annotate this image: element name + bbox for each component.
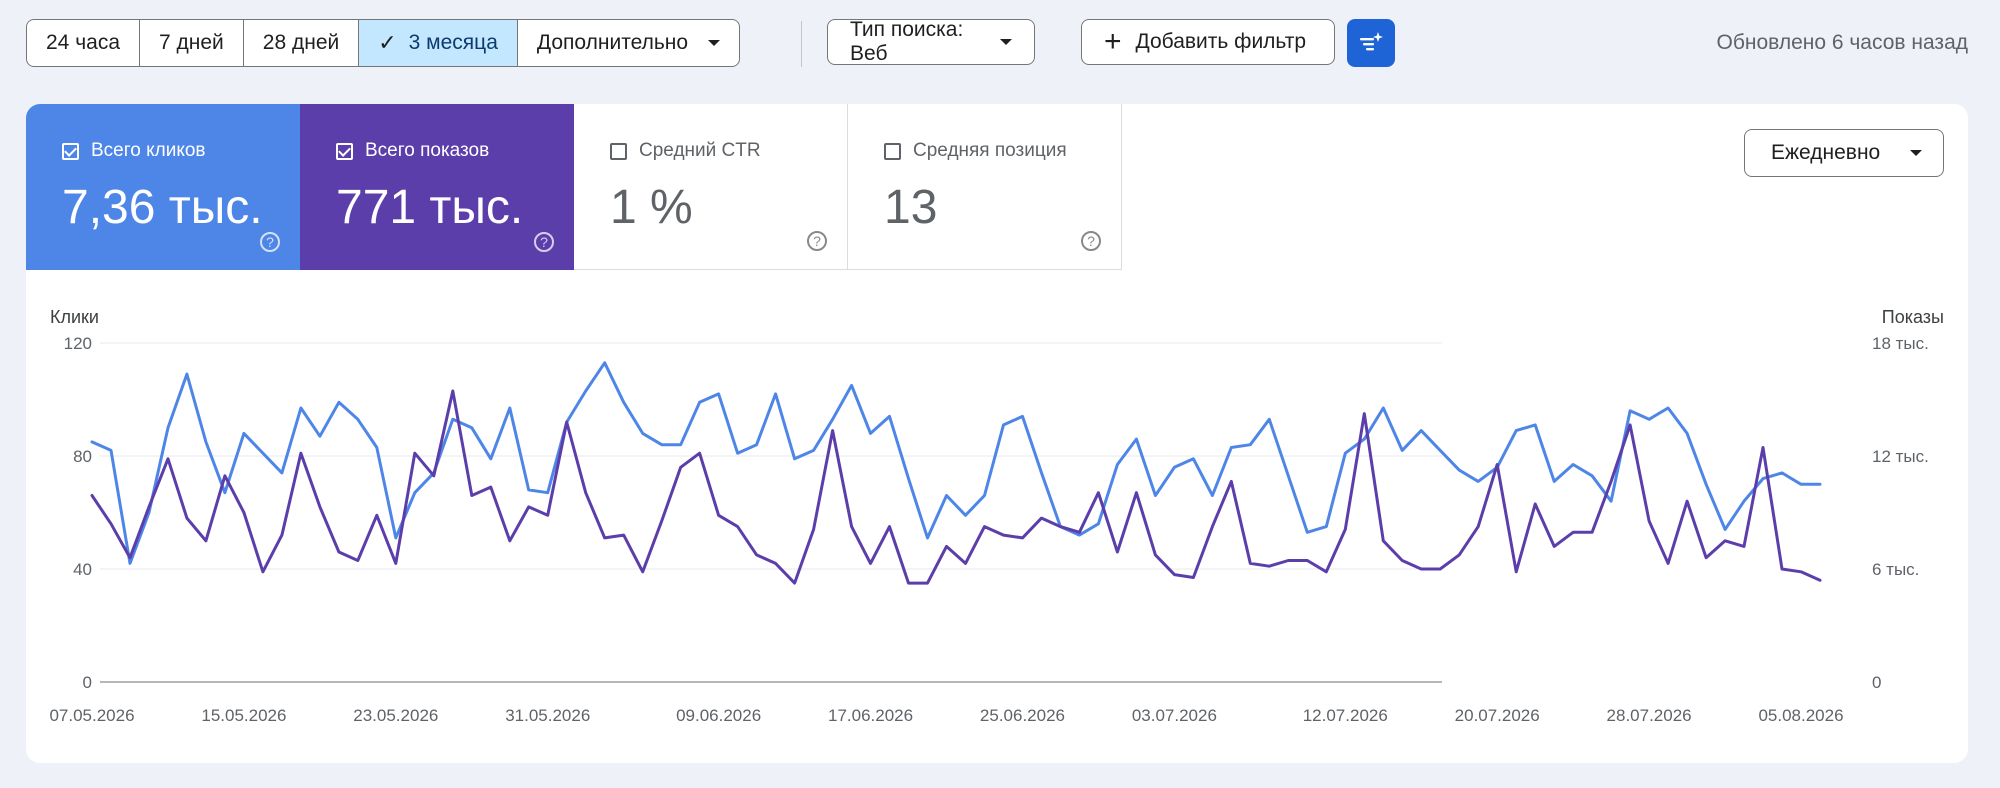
x-tick-label: 05.08.2026 [1758,706,1843,725]
toolbar-divider [801,21,802,67]
metric-value: 13 [884,181,938,234]
metric-value: 771 тыс. [336,181,524,234]
x-tick-label: 09.06.2026 [676,706,761,725]
right-axis: Показы 18 тыс. 12 тыс. 6 тыс. 0 [1872,307,1944,692]
date-range-selector: 24 часа 7 дней 28 дней ✓ 3 месяца Дополни… [26,19,741,67]
plus-icon: + [1104,25,1122,58]
metric-total-clicks[interactable]: Всего кликов 7,36 тыс. ? [26,104,300,270]
add-filter-label: Добавить фильтр [1135,30,1307,53]
check-icon: ✓ [378,30,397,55]
granularity-dropdown[interactable]: Ежедневно [1744,129,1944,177]
range-more-dropdown[interactable]: Дополнительно [518,20,739,66]
metric-label-row: Всего кликов [62,140,264,162]
granularity-label: Ежедневно [1771,141,1881,164]
search-type-dropdown[interactable]: Тип поиска: Веб [827,18,1035,65]
metric-value: 7,36 тыс. [62,181,263,234]
x-tick-label: 03.07.2026 [1132,706,1217,725]
x-tick-label: 25.06.2026 [980,706,1065,725]
metric-label-row: Средняя позиция [884,140,1085,162]
left-axis: Клики 120 80 40 0 [50,307,99,692]
metric-label: Всего кликов [91,140,206,161]
x-tick-label: 28.07.2026 [1607,706,1692,725]
search-type-label: Тип поиска: Веб [850,18,964,65]
right-tick-label: 0 [1872,673,1881,692]
x-tick-label: 31.05.2026 [505,706,590,725]
metric-label: Средний CTR [639,140,761,161]
metric-label: Средняя позиция [913,140,1067,161]
range-label: 7 дней [159,31,224,54]
left-tick-label: 0 [83,673,92,692]
metric-label-row: Средний CTR [610,140,811,162]
x-tick-label: 07.05.2026 [49,706,134,725]
metric-label-row: Всего показов [336,140,538,162]
performance-card: Всего кликов 7,36 тыс. ? Всего показов 7… [26,104,1968,763]
help-icon[interactable]: ? [1081,231,1101,251]
metric-total-impressions[interactable]: Всего показов 771 тыс. ? [300,104,574,270]
toolbar: 24 часа 7 дней 28 дней ✓ 3 месяца Дополни… [26,18,1974,67]
range-7d-button[interactable]: 7 дней [140,20,244,66]
x-tick-label: 12.07.2026 [1303,706,1388,725]
range-28d-button[interactable]: 28 дней [244,20,360,66]
right-tick-label: 12 тыс. [1872,447,1929,466]
checkbox-checked-icon[interactable] [336,142,353,160]
chart-lines [90,361,1822,585]
right-axis-title: Показы [1882,307,1944,327]
caret-down-icon [708,40,721,46]
x-tick-label: 17.06.2026 [828,706,913,725]
left-tick-label: 120 [64,334,92,353]
checkbox-checked-icon[interactable] [62,142,79,160]
range-more-label: Дополнительно [536,31,689,54]
impressions-series-line [90,361,1822,565]
checkbox-unchecked-icon[interactable] [610,142,627,160]
help-icon[interactable]: ? [534,232,554,252]
x-tick-label: 20.07.2026 [1455,706,1540,725]
left-tick-label: 80 [73,447,92,466]
right-tick-label: 18 тыс. [1872,334,1929,353]
add-filter-button[interactable]: + Добавить фильтр [1081,19,1335,65]
range-3m-button[interactable]: ✓ 3 месяца [359,20,518,66]
range-24h-button[interactable]: 24 часа [27,20,140,66]
help-icon[interactable]: ? [807,231,827,251]
performance-chart: Клики 120 80 40 0 Показы 18 тыс. 12 тыс. 6 тыс.… [49,307,1944,725]
ai-filter-button[interactable] [1347,19,1395,67]
x-tick-label: 15.05.2026 [201,706,286,725]
metric-average-position[interactable]: Средняя позиция 13 ? [848,104,1122,270]
x-axis: 07.05.2026 15.05.2026 23.05.2026 31.05.2026… [49,706,1843,725]
metric-value: 1 % [610,181,693,234]
checkbox-unchecked-icon[interactable] [884,142,901,160]
x-tick-label: 23.05.2026 [353,706,438,725]
sparkle-filter-icon [1360,32,1383,51]
left-axis-title: Клики [50,307,99,327]
range-label: 24 часа [46,31,120,54]
clicks-series-line [90,389,1822,585]
right-tick-label: 6 тыс. [1872,560,1919,579]
left-tick-label: 40 [73,560,92,579]
metric-label: Всего показов [365,140,490,161]
last-updated-text: Обновлено 6 часов назад [1716,31,1969,54]
chart-grid [100,342,1442,683]
range-label: 28 дней [262,31,340,54]
help-icon[interactable]: ? [260,232,280,252]
range-label: 3 месяца [408,31,498,54]
caret-down-icon [1000,39,1012,45]
caret-down-icon [1910,150,1923,156]
metric-average-ctr[interactable]: Средний CTR 1 % ? [574,104,848,270]
